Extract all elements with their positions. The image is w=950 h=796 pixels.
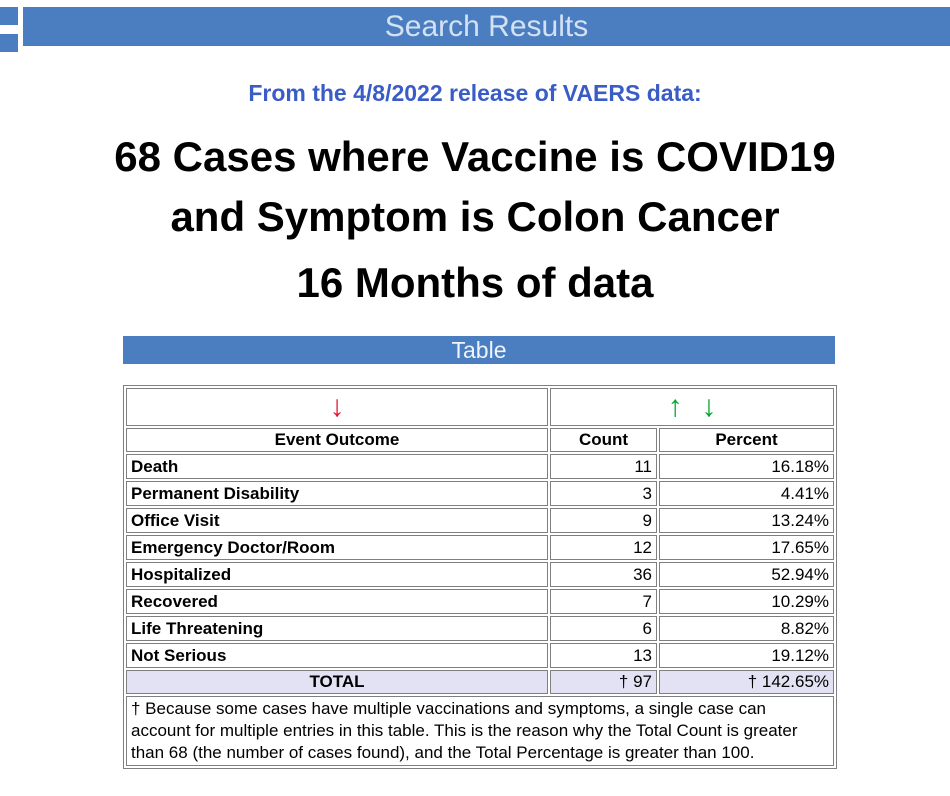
- percent-cell: 52.94%: [659, 562, 835, 587]
- column-header-count: Count: [550, 428, 657, 452]
- corner-square-bottom: [0, 34, 18, 52]
- total-label-cell: TOTAL: [126, 670, 548, 694]
- table-section-bar: Table: [123, 336, 835, 364]
- percent-cell: 8.82%: [659, 616, 835, 641]
- outcome-cell: Not Serious: [126, 643, 548, 668]
- total-row: TOTAL † 97 † 142.65%: [126, 670, 835, 694]
- table-row: Emergency Doctor/Room 12 17.65%: [126, 535, 835, 560]
- percent-cell: 17.65%: [659, 535, 835, 560]
- count-cell: 6: [550, 616, 657, 641]
- headline-line-2: and Symptom is Colon Cancer: [170, 193, 780, 240]
- percent-cell: 19.12%: [659, 643, 835, 668]
- outcome-cell: Hospitalized: [126, 562, 548, 587]
- outcome-cell: Life Threatening: [126, 616, 548, 641]
- release-subtitle: From the 4/8/2022 release of VAERS data:: [248, 80, 702, 106]
- count-cell: 12: [550, 535, 657, 560]
- results-table: ↓ ↑ ↓ Event Outcome Count Percent Death …: [123, 385, 838, 769]
- count-cell: 36: [550, 562, 657, 587]
- count-cell: 7: [550, 589, 657, 614]
- table-section-title: Table: [451, 337, 507, 363]
- outcome-cell: Recovered: [126, 589, 548, 614]
- page-title: Search Results: [384, 10, 589, 43]
- count-cell: 3: [550, 481, 657, 506]
- percent-cell: 16.18%: [659, 454, 835, 479]
- outcome-cell: Permanent Disability: [126, 481, 548, 506]
- column-header-row: Event Outcome Count Percent: [126, 428, 835, 452]
- table-footnote: † Because some cases have multiple vacci…: [126, 696, 835, 766]
- footnote-row: † Because some cases have multiple vacci…: [126, 696, 835, 766]
- total-percent-cell: † 142.65%: [659, 670, 835, 694]
- table-row: Hospitalized 36 52.94%: [126, 562, 835, 587]
- table-row: Permanent Disability 3 4.41%: [126, 481, 835, 506]
- sort-value-descending-icon[interactable]: ↓: [701, 390, 717, 423]
- data-duration-heading: 16 Months of data: [296, 259, 654, 306]
- table-row: Recovered 7 10.29%: [126, 589, 835, 614]
- sort-value-ascending-icon[interactable]: ↑: [667, 390, 683, 423]
- outcome-cell: Emergency Doctor/Room: [126, 535, 548, 560]
- table-row: Not Serious 13 19.12%: [126, 643, 835, 668]
- column-header-percent: Percent: [659, 428, 835, 452]
- table-row: Death 11 16.18%: [126, 454, 835, 479]
- outcome-sort-cell: ↓: [126, 388, 548, 426]
- percent-cell: 4.41%: [659, 481, 835, 506]
- total-count-cell: † 97: [550, 670, 657, 694]
- results-headline: 68 Cases where Vaccine is COVID19 and Sy…: [0, 127, 950, 247]
- percent-cell: 10.29%: [659, 589, 835, 614]
- outcome-cell: Office Visit: [126, 508, 548, 533]
- value-sort-cell: ↑ ↓: [550, 388, 835, 426]
- percent-cell: 13.24%: [659, 508, 835, 533]
- sort-row: ↓ ↑ ↓: [126, 388, 835, 426]
- column-header-event-outcome: Event Outcome: [126, 428, 548, 452]
- count-cell: 9: [550, 508, 657, 533]
- count-cell: 11: [550, 454, 657, 479]
- headline-line-1: 68 Cases where Vaccine is COVID19: [114, 133, 836, 180]
- outcome-cell: Death: [126, 454, 548, 479]
- table-row: Life Threatening 6 8.82%: [126, 616, 835, 641]
- table-row: Office Visit 9 13.24%: [126, 508, 835, 533]
- sort-outcome-descending-icon[interactable]: ↓: [329, 390, 345, 423]
- count-cell: 13: [550, 643, 657, 668]
- page-header-bar: Search Results: [23, 7, 950, 46]
- corner-square-top: [0, 7, 18, 25]
